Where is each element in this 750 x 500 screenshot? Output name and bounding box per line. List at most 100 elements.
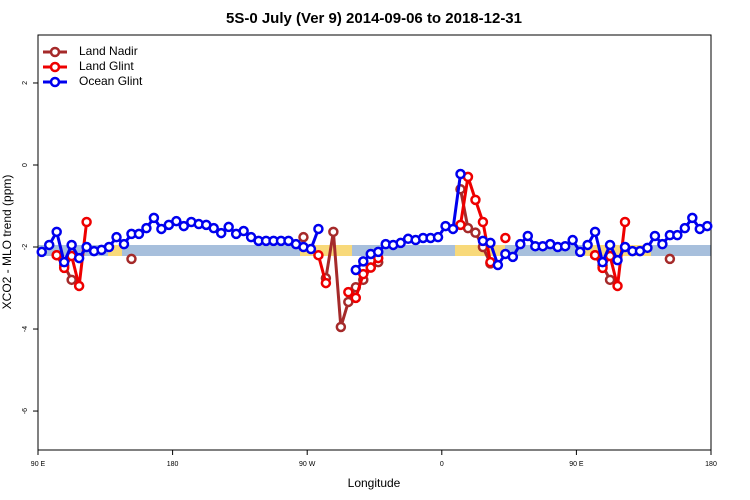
data-point	[649, 230, 661, 242]
land-band	[585, 245, 651, 256]
data-point	[582, 239, 593, 251]
data-point	[156, 223, 167, 235]
land-band	[108, 245, 122, 256]
data-point	[455, 219, 466, 231]
data-point	[313, 249, 324, 261]
data-point	[485, 237, 496, 249]
data-point	[642, 242, 653, 254]
data-point	[343, 286, 354, 298]
data-point	[589, 249, 601, 261]
data-point	[73, 252, 85, 264]
data-point	[395, 237, 406, 249]
data-point	[178, 220, 190, 232]
data-point	[492, 259, 504, 271]
y-tick-label: 2	[22, 81, 29, 85]
data-point	[664, 253, 676, 265]
data-point	[672, 229, 683, 241]
data-point	[133, 228, 145, 240]
data-point	[597, 256, 608, 268]
data-point	[313, 223, 324, 235]
chart-title: 5S-0 July (Ver 9) 2014-09-06 to 2018-12-…	[226, 10, 522, 27]
legend-swatch	[49, 61, 61, 73]
data-point	[619, 216, 631, 228]
data-point	[81, 216, 92, 228]
data-point	[238, 225, 249, 237]
data-point	[126, 253, 137, 265]
data-point	[58, 256, 70, 268]
data-point	[335, 321, 347, 333]
y-tick-label: -6	[22, 408, 29, 414]
data-point	[141, 222, 152, 234]
x-tick-label: 180	[705, 461, 717, 468]
data-point	[328, 226, 339, 238]
data-point	[111, 231, 122, 243]
data-point	[604, 274, 616, 286]
data-point	[574, 246, 586, 258]
data-point	[118, 238, 130, 250]
data-point	[679, 222, 691, 234]
data-point	[567, 234, 578, 246]
data-point	[215, 227, 227, 239]
x-axis-label: Longitude	[348, 476, 401, 490]
plot-frame	[37, 34, 712, 451]
data-point	[343, 296, 354, 308]
data-point	[365, 262, 377, 273]
data-point	[350, 292, 362, 304]
data-point	[36, 246, 47, 258]
data-point	[522, 230, 534, 242]
data-point	[358, 256, 369, 267]
legend-swatch	[49, 46, 61, 58]
data-point	[507, 251, 519, 263]
data-point	[51, 226, 62, 238]
data-point	[500, 232, 511, 244]
y-tick-label: -2	[22, 244, 29, 250]
data-point	[619, 241, 631, 253]
x-tick-label: 90 E	[31, 461, 46, 468]
land-band	[300, 245, 352, 256]
data-point	[589, 226, 601, 238]
data-point	[432, 231, 444, 243]
data-point	[350, 264, 362, 276]
data-point	[305, 243, 317, 255]
x-tick-label: 90 W	[299, 461, 316, 468]
data-point	[470, 227, 481, 238]
x-tick-label: 180	[167, 461, 179, 468]
y-tick-label: 0	[22, 163, 29, 167]
data-point	[66, 239, 77, 251]
data-point	[43, 239, 55, 251]
data-point	[223, 221, 234, 233]
data-point	[702, 220, 713, 232]
data-point	[320, 277, 332, 289]
data-point	[657, 238, 668, 250]
data-point	[103, 241, 115, 253]
data-point	[612, 280, 623, 292]
data-point	[148, 212, 160, 224]
data-point	[612, 254, 623, 266]
data-point	[470, 194, 481, 206]
data-point	[687, 212, 698, 224]
data-point	[66, 274, 77, 286]
data-point	[447, 223, 459, 235]
legend-swatch	[49, 76, 61, 88]
legend-label: Land Nadir	[79, 44, 138, 58]
data-point	[515, 238, 526, 250]
data-point	[81, 241, 92, 253]
data-point	[604, 239, 616, 251]
x-tick-label: 0	[440, 461, 444, 468]
data-point	[171, 215, 182, 227]
x-tick-label: 90 E	[569, 461, 584, 468]
data-point	[559, 240, 571, 252]
data-point	[372, 246, 384, 258]
y-axis-label: XCO2 - MLO trend (ppm)	[0, 175, 14, 310]
data-point	[298, 231, 309, 243]
legend-label: Land Glint	[79, 59, 134, 73]
y-tick-label: -4	[22, 326, 29, 332]
data-point	[358, 268, 369, 280]
data-point	[51, 249, 62, 261]
data-point	[455, 168, 466, 180]
legend-label: Ocean Glint	[79, 74, 143, 88]
data-point	[73, 280, 85, 292]
data-point	[208, 222, 219, 234]
data-point	[477, 216, 489, 228]
